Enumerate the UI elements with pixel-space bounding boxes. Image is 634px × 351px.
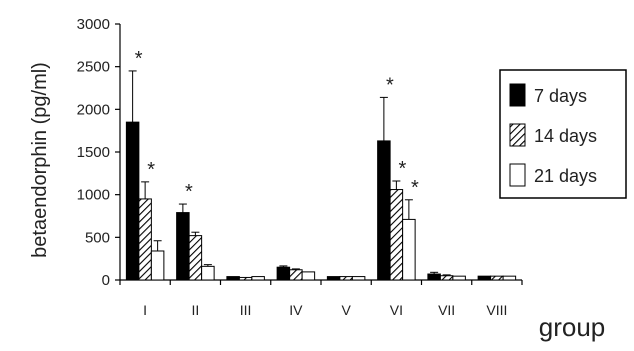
bar xyxy=(351,276,366,281)
legend-swatch xyxy=(509,83,526,107)
x-tick-label: II xyxy=(191,302,199,318)
x-tick-label: I xyxy=(143,302,147,318)
bar xyxy=(439,275,454,281)
y-tick-label: 2000 xyxy=(77,101,110,118)
x-tick-label: IV xyxy=(289,302,303,318)
bar xyxy=(502,275,517,281)
significance-marker: * xyxy=(398,158,406,180)
y-tick-label: 3000 xyxy=(77,16,110,33)
x-axis-label: group xyxy=(539,312,606,342)
bar xyxy=(301,271,316,281)
bar xyxy=(138,198,152,281)
x-tick-label: III xyxy=(240,302,252,318)
legend-label: 7 days xyxy=(534,86,587,106)
y-tick-label: 500 xyxy=(85,229,110,246)
bar xyxy=(251,276,265,281)
legend-label: 21 days xyxy=(534,166,597,186)
y-tick-label: 1000 xyxy=(77,187,110,204)
x-tick-label: VII xyxy=(438,302,455,318)
bar xyxy=(477,275,492,281)
bar xyxy=(201,265,215,281)
bar xyxy=(427,273,441,281)
bar xyxy=(188,235,203,281)
x-tick-label: V xyxy=(341,302,351,318)
bar xyxy=(238,276,253,281)
legend-swatch xyxy=(509,163,526,187)
bar xyxy=(276,266,291,281)
bar xyxy=(377,140,391,281)
legend-label: 14 days xyxy=(534,126,597,146)
y-tick-label: 2500 xyxy=(77,59,110,76)
significance-marker: * xyxy=(386,74,394,96)
bar xyxy=(226,276,240,281)
bar xyxy=(490,275,504,281)
legend-swatch xyxy=(509,123,526,147)
x-tick-label: VI xyxy=(390,302,403,318)
bar xyxy=(339,276,353,281)
significance-marker: * xyxy=(411,177,419,199)
legend: 7 days 14 days 21 days xyxy=(499,69,627,199)
significance-marker: * xyxy=(147,159,155,181)
x-tick-label: VIII xyxy=(486,302,507,318)
y-tick-label: 1500 xyxy=(77,144,110,161)
bar xyxy=(452,275,466,281)
bar xyxy=(289,269,303,281)
bar xyxy=(389,189,404,281)
bar xyxy=(125,121,140,281)
bar xyxy=(150,250,165,281)
bar xyxy=(402,218,416,281)
y-axis-label: betaendorphin (pg/ml) xyxy=(29,62,51,258)
significance-marker: * xyxy=(135,48,143,70)
bar xyxy=(326,276,341,281)
y-tick-label: 0 xyxy=(102,272,110,289)
significance-marker: * xyxy=(185,181,193,203)
bar xyxy=(176,212,190,281)
